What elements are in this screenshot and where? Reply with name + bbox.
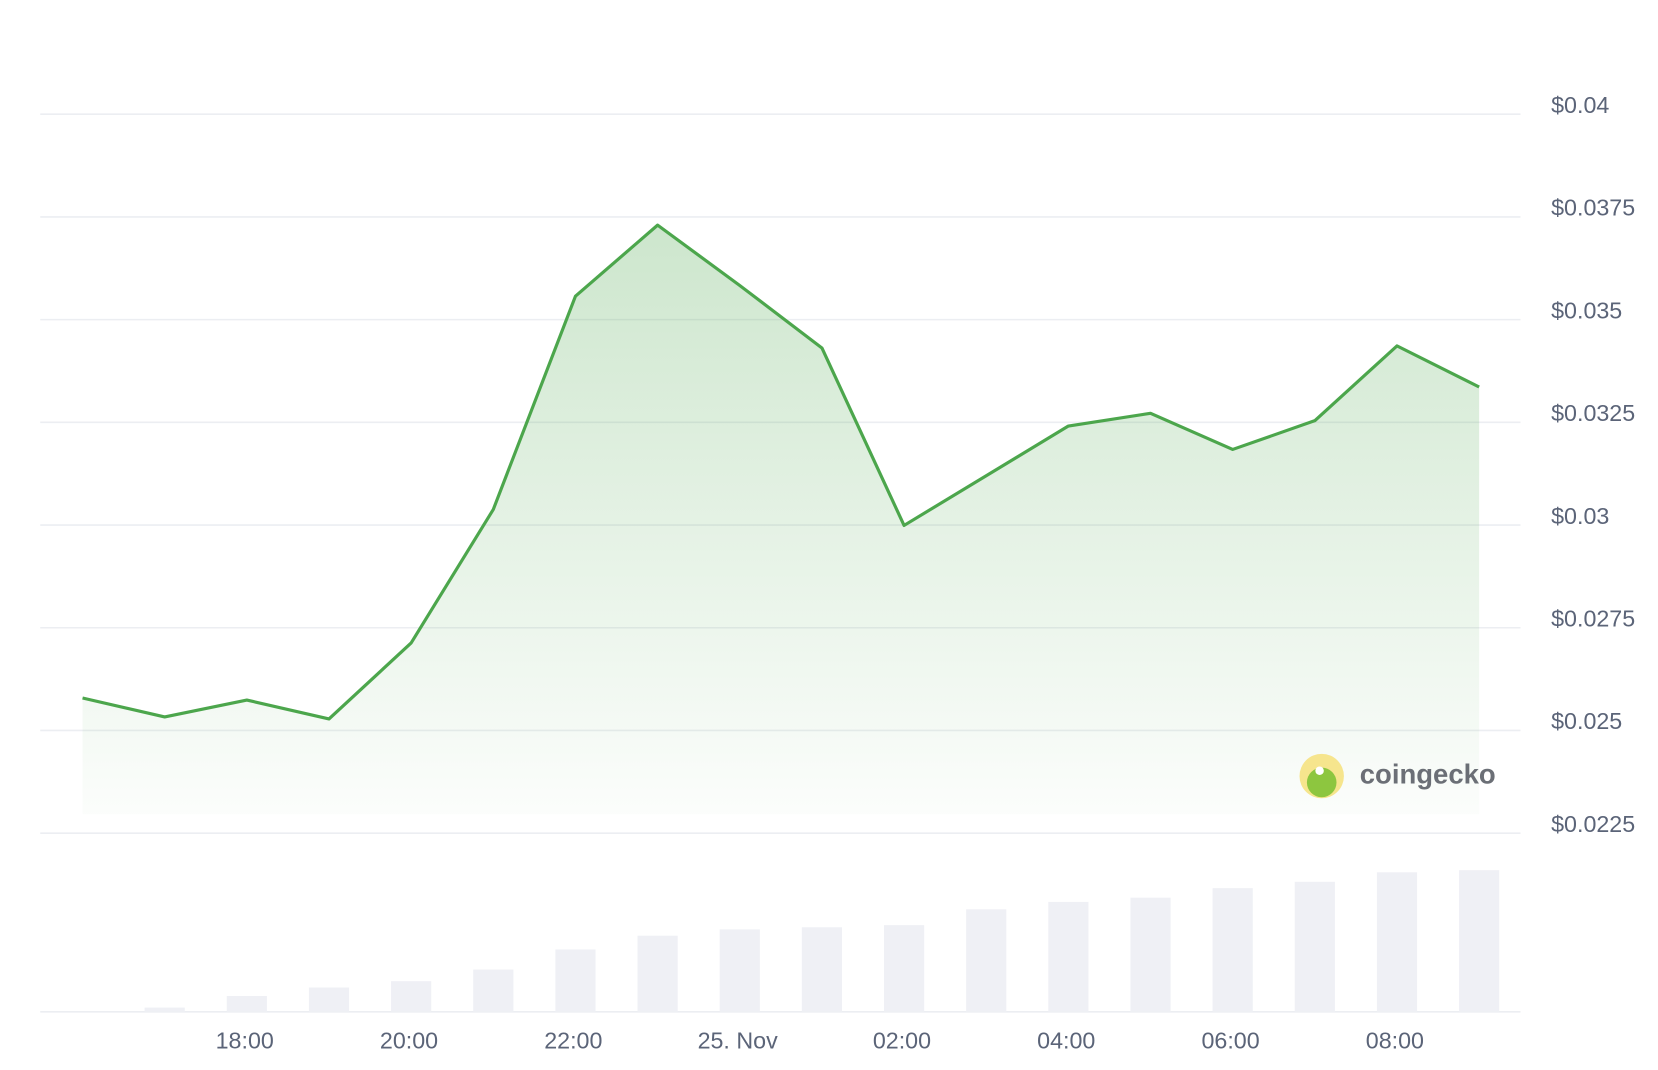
volume-bar: [637, 935, 678, 1012]
y-tick-label: $0.025: [1551, 708, 1622, 734]
y-tick-label: $0.0325: [1551, 400, 1635, 426]
x-tick-label: 20:00: [380, 1028, 438, 1054]
volume-bar: [1048, 901, 1089, 1012]
x-tick-label: 25. Nov: [698, 1028, 779, 1054]
volume-bar: [555, 949, 596, 1012]
y-tick-label: $0.0275: [1551, 605, 1635, 631]
volume-bar: [1130, 897, 1171, 1012]
logo: coingecko: [1299, 753, 1496, 799]
y-tick-label: $0.04: [1551, 92, 1609, 118]
watermark: coingecko: [1360, 758, 1496, 789]
volume-bar: [1294, 881, 1335, 1012]
volume-bar: [308, 987, 350, 1012]
price-area: [82, 225, 1480, 815]
volume-bar: [719, 929, 760, 1012]
y-tick-label: $0.0375: [1551, 195, 1635, 221]
y-tick-label: $0.0225: [1551, 811, 1635, 837]
volume-bar: [144, 1007, 185, 1012]
volume-bar: [473, 969, 514, 1012]
y-tick-label: $0.03: [1551, 503, 1609, 529]
x-tick-label: 08:00: [1366, 1028, 1424, 1054]
x-tick-label: 06:00: [1201, 1028, 1259, 1054]
volume-bar: [801, 927, 843, 1012]
volume-bar: [226, 995, 267, 1012]
x-tick-label: 18:00: [216, 1028, 274, 1054]
volume-bar: [391, 981, 432, 1012]
price-line: [82, 223, 1480, 721]
volume-bar: [966, 909, 1007, 1012]
volume-bar: [1376, 872, 1418, 1012]
y-tick-label: $0.035: [1551, 297, 1622, 323]
x-tick-label: 04:00: [1037, 1028, 1095, 1054]
x-tick-label: 02:00: [873, 1028, 931, 1054]
volume-bar: [1459, 870, 1500, 1012]
x-tick-label: 22:00: [544, 1028, 602, 1054]
volume-bar: [883, 925, 925, 1012]
volume-bar: [1212, 888, 1253, 1012]
